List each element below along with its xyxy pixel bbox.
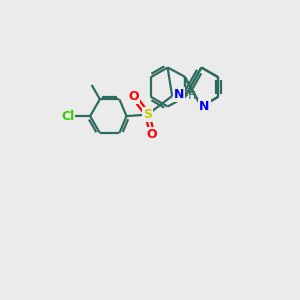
Text: N: N bbox=[173, 88, 184, 101]
Text: N: N bbox=[199, 100, 210, 113]
Text: O: O bbox=[147, 128, 157, 141]
Text: ·H: ·H bbox=[186, 91, 197, 101]
Text: Cl: Cl bbox=[61, 110, 74, 123]
Text: S: S bbox=[143, 108, 152, 121]
Text: O: O bbox=[129, 90, 139, 103]
